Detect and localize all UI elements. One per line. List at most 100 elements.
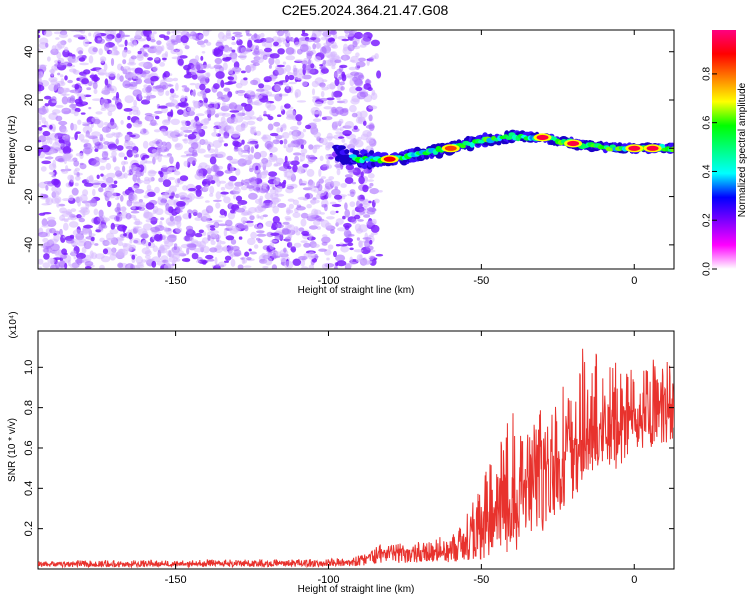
- noise-blob: [301, 80, 308, 87]
- noise-blob: [349, 256, 353, 263]
- noise-blob: [321, 137, 328, 146]
- noise-blob: [113, 180, 118, 185]
- noise-blob: [75, 131, 81, 134]
- noise-blob: [342, 215, 346, 220]
- noise-blob: [72, 68, 77, 74]
- noise-blob: [312, 118, 322, 122]
- noise-blob: [213, 121, 222, 126]
- noise-blob: [222, 102, 226, 107]
- noise-blob: [160, 128, 167, 134]
- noise-blob: [170, 99, 179, 108]
- noise-blob: [368, 57, 374, 63]
- noise-blob: [293, 242, 302, 248]
- noise-blob: [335, 254, 346, 262]
- noise-blob: [84, 261, 94, 267]
- noise-blob: [168, 177, 176, 181]
- noise-blob: [341, 73, 347, 82]
- noise-blob: [138, 61, 148, 67]
- noise-blob: [351, 112, 358, 118]
- noise-blob: [259, 188, 268, 194]
- noise-blob: [295, 227, 299, 232]
- colorbar-label: Normalized spectral amplitude: [737, 82, 748, 217]
- noise-blob: [318, 168, 322, 177]
- noise-blob: [50, 79, 58, 85]
- spectrogram-y-axis-label: Frequency (Hz): [7, 116, 18, 185]
- noise-blob: [142, 154, 150, 159]
- noise-blob: [254, 56, 264, 64]
- noise-blob: [113, 30, 117, 35]
- noise-blob: [83, 259, 88, 262]
- noise-blob: [73, 256, 77, 260]
- noise-blob: [141, 46, 145, 54]
- noise-blob: [100, 183, 107, 188]
- noise-blob: [270, 239, 278, 243]
- noise-blob: [352, 76, 358, 82]
- noise-blob: [231, 49, 236, 53]
- noise-blob: [287, 198, 295, 202]
- noise-blob: [180, 126, 189, 132]
- noise-blob: [253, 151, 262, 160]
- noise-blob: [73, 89, 78, 95]
- noise-blob: [57, 142, 64, 147]
- noise-blob: [44, 103, 50, 107]
- noise-blob: [47, 216, 56, 221]
- noise-blob: [195, 188, 202, 197]
- noise-blob: [163, 119, 171, 123]
- noise-blob: [97, 37, 102, 41]
- noise-blob: [92, 98, 102, 101]
- noise-blob: [179, 175, 189, 182]
- noise-blob: [82, 123, 90, 127]
- noise-blob: [169, 88, 175, 94]
- noise-blob: [125, 146, 134, 150]
- noise-blob: [233, 146, 239, 152]
- noise-blob: [290, 160, 300, 166]
- noise-blob: [353, 125, 358, 130]
- noise-blob: [200, 139, 204, 145]
- noise-blob: [280, 124, 287, 129]
- noise-blob: [261, 134, 272, 143]
- noise-blob: [202, 260, 207, 265]
- colorbar: 0.0 0.2 0.4 0.6 0.8 Normalized spectral ampl…: [702, 30, 748, 276]
- noise-blob: [257, 33, 261, 40]
- snr-chart: -150 -100 -50 0 0.2 0.4 0.6 0.8 1.0 Height of s…: [7, 311, 675, 595]
- noise-blob: [191, 73, 198, 80]
- noise-blob: [369, 188, 379, 195]
- noise-blob: [278, 37, 286, 42]
- noise-blob: [358, 176, 365, 185]
- noise-blob: [335, 131, 342, 135]
- noise-blob: [326, 216, 335, 220]
- noise-blob: [180, 35, 189, 44]
- noise-blob: [128, 134, 136, 138]
- noise-blob: [354, 31, 364, 40]
- noise-blob: [305, 124, 312, 130]
- noise-blob: [376, 70, 382, 79]
- noise-blob: [209, 193, 214, 197]
- noise-blob: [263, 110, 267, 116]
- noise-blob: [294, 73, 304, 81]
- snr-x-axis-label: Height of straight line (km): [298, 584, 415, 595]
- noise-blob: [210, 240, 216, 245]
- noise-blob: [373, 198, 380, 204]
- noise-blob: [161, 192, 169, 200]
- noise-blob: [260, 171, 270, 176]
- noise-blob: [116, 36, 120, 45]
- noise-blob: [106, 172, 116, 179]
- noise-blob: [187, 133, 197, 140]
- noise-blob: [336, 96, 341, 101]
- noise-blob: [333, 71, 340, 78]
- noise-blob: [121, 49, 127, 58]
- noise-blob: [58, 33, 68, 39]
- noise-blob: [240, 186, 248, 191]
- noise-blob: [231, 131, 241, 138]
- noise-blob: [232, 186, 241, 195]
- noise-blob: [247, 97, 253, 104]
- colorbar-tick-label: 0.2: [702, 213, 713, 227]
- noise-blob: [137, 50, 142, 55]
- noise-blob: [163, 71, 170, 78]
- noise-blob: [83, 182, 94, 187]
- noise-blob: [77, 238, 87, 243]
- noise-blob: [134, 67, 144, 75]
- noise-blob: [333, 250, 337, 258]
- noise-blob: [107, 184, 113, 191]
- noise-blob: [156, 260, 165, 266]
